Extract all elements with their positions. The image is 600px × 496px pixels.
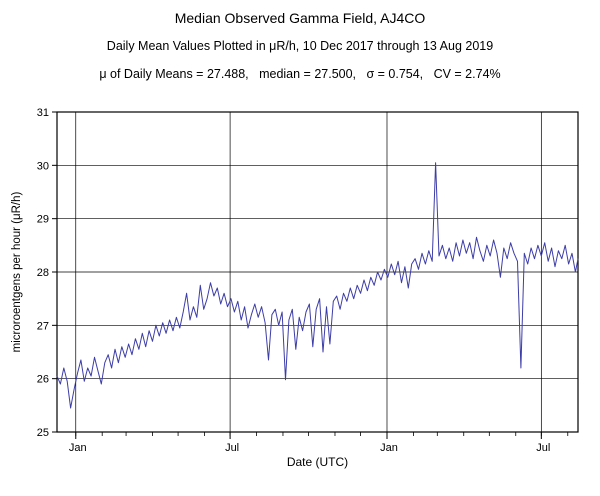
y-tick-label: 30 [37, 160, 49, 172]
y-tick-label: 28 [37, 267, 49, 279]
chart-subtitle: Daily Mean Values Plotted in μR/h, 10 De… [106, 39, 494, 53]
plot-frame [56, 111, 579, 433]
chart-stats-line: μ of Daily Means = 27.488, median = 27.5… [99, 67, 501, 81]
x-tick-label: Jan [69, 442, 87, 454]
data-series-line [56, 162, 579, 409]
y-axis-title: microroentgens per hour (μR/h) [11, 192, 23, 353]
y-tick-label: 29 [37, 214, 49, 226]
x-tick-label: Jul [225, 442, 239, 454]
x-axis-title: Date (UTC) [287, 455, 348, 469]
chart-title: Median Observed Gamma Field, AJ4CO [174, 10, 426, 26]
y-tick-label: 31 [37, 107, 49, 119]
x-tick-label: Jul [536, 442, 550, 454]
y-tick-label: 26 [37, 374, 49, 386]
x-tick-label: Jan [380, 442, 398, 454]
y-tick-label: 25 [37, 427, 49, 439]
y-tick-label: 27 [37, 320, 49, 332]
